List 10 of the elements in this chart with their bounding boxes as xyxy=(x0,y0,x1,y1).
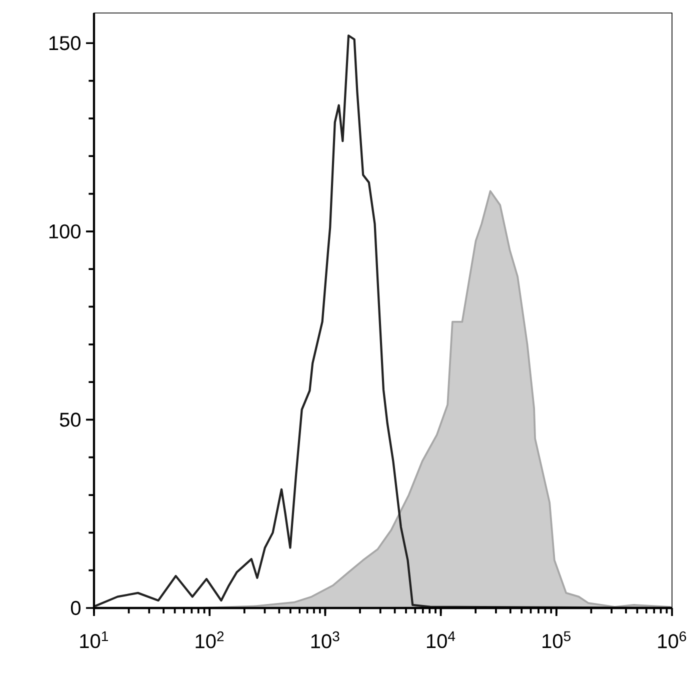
x-tick-label: 10$^{3}$ xyxy=(311,631,340,648)
x-tick-label: 10$^{5}$ xyxy=(542,631,570,648)
y-tick-label: 0 xyxy=(70,600,81,616)
y-tick-label: 100 xyxy=(49,224,81,238)
x-tick-label: 10$^{6}$ xyxy=(658,631,686,648)
y-tick-label: 150 xyxy=(49,36,81,50)
x-tick-label: 10$^{2}$ xyxy=(196,631,224,648)
y-tick-label: 50 xyxy=(60,412,81,427)
x-tick-label: 10$^{1}$ xyxy=(80,631,108,648)
x-tick-label: 10$^{4}$ xyxy=(426,631,456,648)
